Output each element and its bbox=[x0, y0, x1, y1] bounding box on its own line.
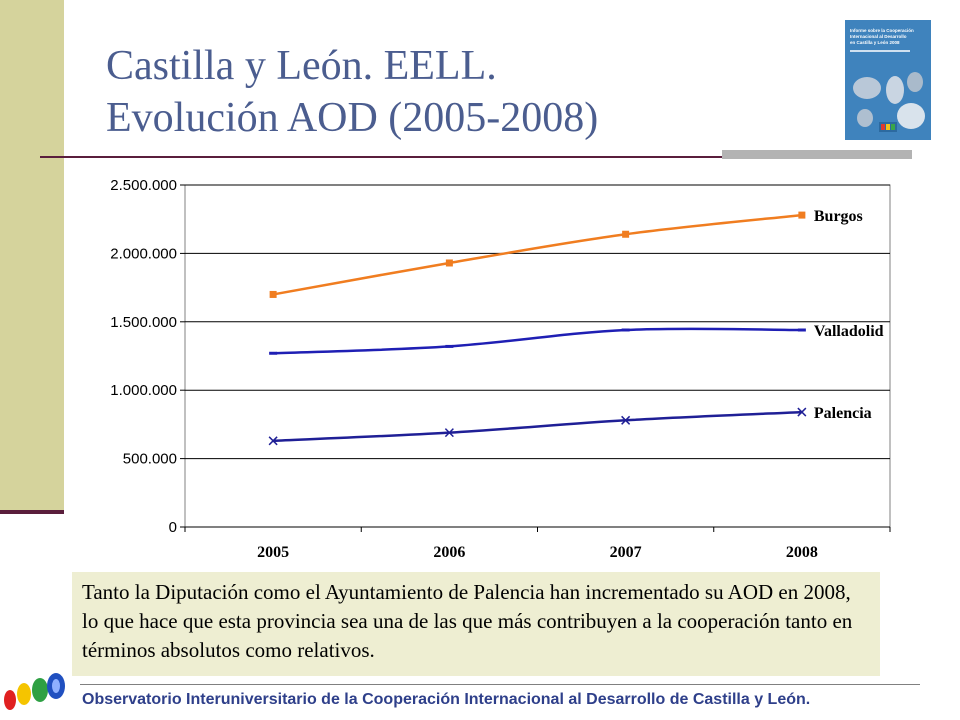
report-cover-art: Informe sobre la Cooperación Internacion… bbox=[850, 28, 925, 132]
report-cover-image: Informe sobre la Cooperación Internacion… bbox=[845, 20, 931, 140]
observatory-logo-icon bbox=[4, 673, 65, 710]
data-point-burgos bbox=[798, 211, 806, 219]
slide-title: Castilla y León. EELL. Evolución AOD (20… bbox=[106, 40, 598, 144]
title-rule-accent bbox=[722, 150, 912, 159]
plot-area bbox=[184, 184, 891, 528]
series-label-valladolid: Valladolid bbox=[814, 323, 884, 340]
series-line-burgos bbox=[272, 213, 803, 296]
y-tick-label: 1.000.000 bbox=[110, 382, 177, 399]
x-tick-label: 2006 bbox=[433, 544, 465, 561]
title-rule bbox=[40, 156, 910, 158]
x-tick-label: 2005 bbox=[257, 544, 289, 561]
series-line-palencia bbox=[273, 410, 802, 443]
line-chart: 0 500.000 1.000.000 1.500.000 2.000.000 2.500… bbox=[70, 168, 910, 573]
footer-text: Observatorio Interuniversitario de la Co… bbox=[82, 691, 811, 708]
x-tick-label: 2008 bbox=[786, 544, 818, 561]
line-chart-svg: 0 500.000 1.000.000 1.500.000 2.000.000 2.500… bbox=[110, 177, 891, 561]
cover-title-line-1: Informe sobre la Cooperación bbox=[850, 28, 914, 33]
y-tick-label: 1.500.000 bbox=[110, 314, 177, 331]
x-tick-label: 2007 bbox=[610, 544, 642, 561]
series-label-burgos: Burgos bbox=[814, 208, 863, 225]
data-point-burgos bbox=[269, 290, 277, 298]
data-point-palencia bbox=[444, 428, 454, 438]
data-point-palencia bbox=[797, 407, 807, 417]
data-point-palencia bbox=[621, 415, 631, 425]
footer-rule bbox=[80, 684, 920, 685]
data-point-burgos bbox=[622, 230, 630, 238]
y-tick-label: 500.000 bbox=[123, 451, 177, 468]
y-tick-label: 2.000.000 bbox=[110, 245, 177, 262]
y-tick-label: 0 bbox=[169, 519, 177, 536]
y-tick-label: 2.500.000 bbox=[110, 177, 177, 194]
data-point-palencia bbox=[268, 436, 278, 446]
cover-title-line-3: en Castilla y León 2008 bbox=[850, 40, 900, 45]
series-label-palencia: Palencia bbox=[814, 405, 872, 422]
slide-title-line-2: Evolución AOD (2005-2008) bbox=[106, 95, 599, 141]
series-line-valladolid bbox=[273, 327, 802, 355]
slide-title-line-1: Castilla y León. EELL. bbox=[106, 43, 497, 89]
cover-title-line-2: Internacional al Desarrollo bbox=[850, 34, 907, 39]
chart-caption: Tanto la Diputación como el Ayuntamiento… bbox=[72, 572, 880, 676]
accent-bar bbox=[0, 0, 64, 510]
accent-bar-rule bbox=[0, 510, 64, 514]
data-point-burgos bbox=[445, 259, 453, 267]
